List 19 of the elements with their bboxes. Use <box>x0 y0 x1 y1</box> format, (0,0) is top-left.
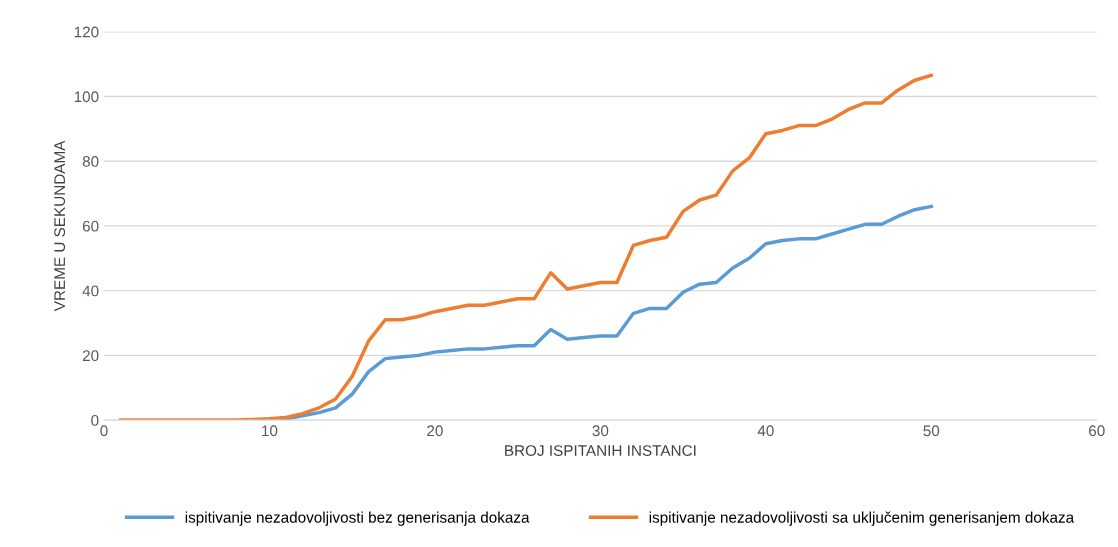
y-tick-label: 20 <box>82 350 99 362</box>
y-axis-title: VREME U SEKUNDAMA <box>54 140 66 312</box>
x-tick-label: 40 <box>757 425 774 437</box>
x-tick-label: 0 <box>100 425 108 437</box>
y-tick-label: 40 <box>82 285 99 297</box>
x-tick-label: 20 <box>427 425 443 437</box>
line-series <box>118 73 934 421</box>
x-tick-label: 30 <box>592 425 609 437</box>
x-axis-title: BROJ ISPITANIH INSTANCI <box>505 445 696 456</box>
x-tick-label: 10 <box>262 425 278 437</box>
y-tick-label: 0 <box>91 414 99 426</box>
x-tick-label: 50 <box>923 425 940 437</box>
y-tick-label: 120 <box>74 26 99 38</box>
y-tick-label: 60 <box>82 220 99 232</box>
y-tick-label: 100 <box>74 91 99 103</box>
x-tick-label: 60 <box>1089 425 1105 437</box>
y-tick-label: 80 <box>82 156 99 167</box>
legend-label: ispitivanje nezadovoljivosti sa uključenim generisanjem dokaza <box>649 511 1075 526</box>
legend-label: ispitivanje nezadovoljivosti bez generisanja dokaza <box>185 511 530 526</box>
